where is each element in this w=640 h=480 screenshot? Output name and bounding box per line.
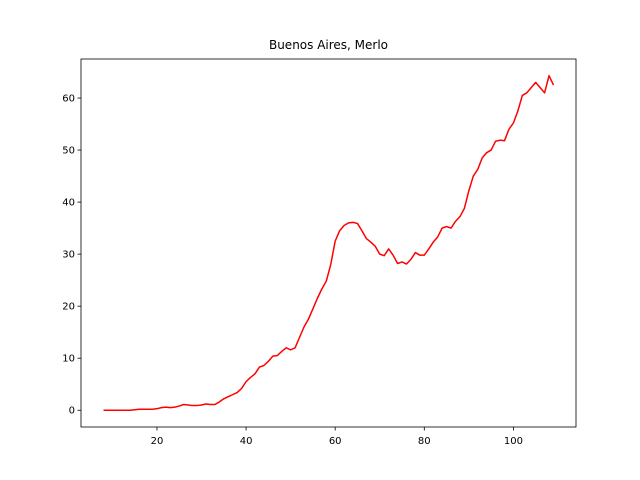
y-tick-label: 10: [62, 354, 75, 365]
chart-title: Buenos Aires, Merlo: [269, 38, 388, 52]
x-tick-label: 60: [329, 436, 342, 447]
plot-frame: [80, 58, 577, 428]
y-tick-label: 40: [62, 198, 75, 209]
y-tick-label: 20: [62, 302, 75, 313]
y-tick-label: 30: [62, 250, 75, 261]
x-tick-label: 40: [240, 436, 253, 447]
data-line: [103, 74, 555, 411]
y-tick-label: 50: [62, 146, 75, 157]
x-tick-label: 100: [504, 436, 523, 447]
x-tick-label: 80: [418, 436, 431, 447]
y-tick-label: 0: [69, 406, 75, 417]
y-tick-label: 60: [62, 94, 75, 105]
x-tick-label: 20: [151, 436, 164, 447]
